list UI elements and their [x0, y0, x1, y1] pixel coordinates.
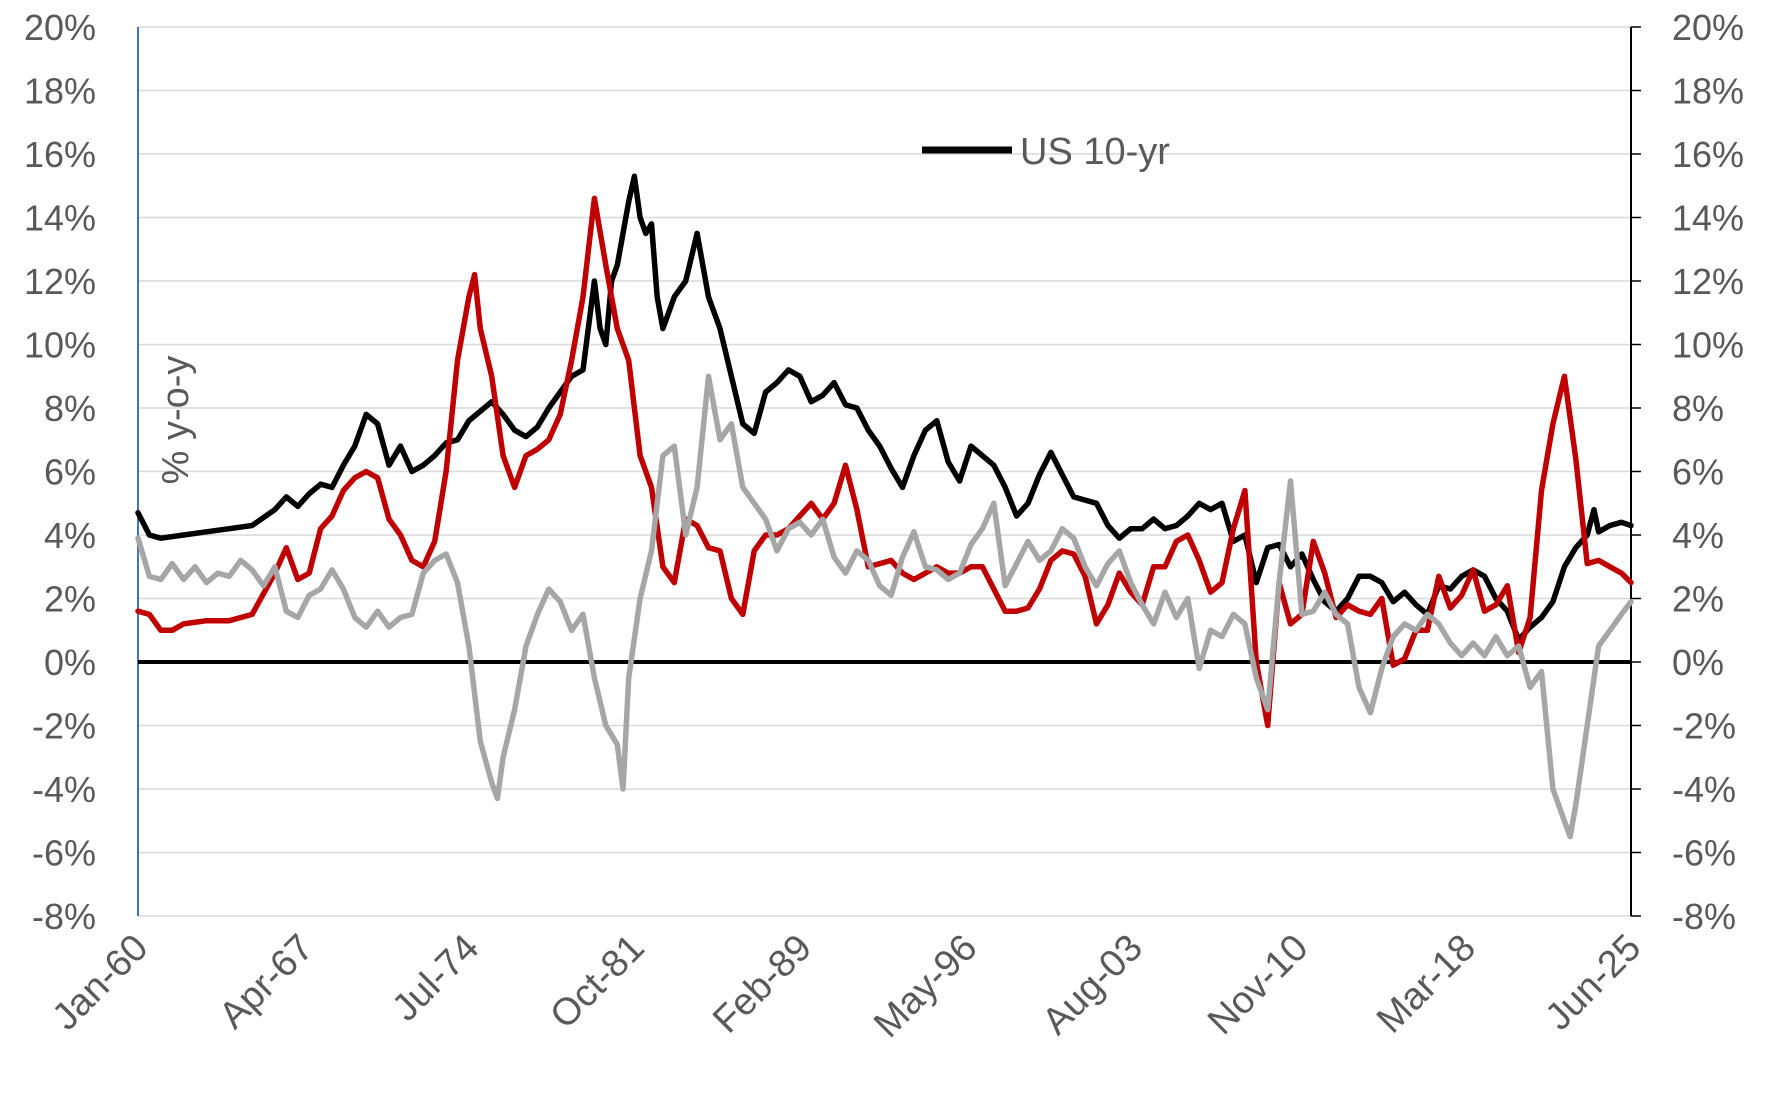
y-tick-label: 14% — [24, 198, 96, 239]
y2-tick-label: 8% — [1672, 388, 1724, 429]
y2-tick-label: 20% — [1672, 7, 1744, 48]
y-tick-label: -6% — [32, 833, 96, 874]
y-tick-label: -2% — [32, 706, 96, 747]
x-tick-label: Aug-03 — [1035, 927, 1151, 1043]
y-tick-label: 4% — [44, 515, 96, 556]
y2-tick-labels: -8% -6% -4% -2% 0% 2% 4% 6% 8% 10% 12% 14% 16% 18% 20% — [1672, 7, 1744, 937]
y2-tick-label: 18% — [1672, 71, 1744, 112]
x-tick-label: Apr-67 — [211, 927, 321, 1037]
y2-tick-label: 2% — [1672, 579, 1724, 620]
x-tick-label: Oct-81 — [542, 927, 652, 1037]
y-axis-label: % y-o-y — [155, 356, 197, 485]
series-line-us-10-yr — [135, 173, 1634, 643]
x-tick-label: Jan-60 — [44, 927, 156, 1039]
y2-tick-label: 0% — [1672, 642, 1724, 683]
y2-tick-label: 12% — [1672, 261, 1744, 302]
y2-tick-label: 4% — [1672, 515, 1724, 556]
x-tick-label: Nov-10 — [1200, 927, 1316, 1043]
y-tick-label: 10% — [24, 325, 96, 366]
y-tick-label: 18% — [24, 71, 96, 112]
x-tick-label: Jun-25 — [1537, 927, 1649, 1039]
y2-tick-label: 6% — [1672, 452, 1724, 493]
y2-tick-label: -4% — [1672, 769, 1736, 810]
x-tick-label: May-96 — [866, 927, 985, 1046]
legend: US 10-yr — [922, 131, 1170, 173]
y-tick-label: -8% — [32, 896, 96, 937]
y-tick-labels: -8% -6% -4% -2% 0% 2% 4% 6% 8% 10% 12% 14% 16% 18% 20% — [24, 7, 96, 937]
y2-tick-label: 14% — [1672, 198, 1744, 239]
y-tick-label: -4% — [32, 769, 96, 810]
x-tick-label: Feb-89 — [705, 927, 820, 1042]
y2-tick-label: -2% — [1672, 706, 1736, 747]
x-tick-label: Jul-74 — [384, 927, 487, 1030]
y2-tick-label: 16% — [1672, 134, 1744, 175]
x-tick-labels: Jan-60 Apr-67 Jul-74 Oct-81 Feb-89 May-96 Aug-… — [44, 927, 1649, 1046]
series-line-series-3 — [135, 373, 1634, 840]
y-tick-label: 0% — [44, 642, 96, 683]
x-tick-label: Mar-18 — [1369, 927, 1484, 1042]
y2-tick-label: -8% — [1672, 896, 1736, 937]
y-tick-label: 8% — [44, 388, 96, 429]
legend-label-us-10-yr: US 10-yr — [1020, 131, 1170, 173]
y-tick-label: 16% — [24, 134, 96, 175]
series-line-series-2 — [135, 195, 1634, 729]
y2-tick-label: -6% — [1672, 833, 1736, 874]
y-tick-label: 20% — [24, 7, 96, 48]
y-tick-label: 6% — [44, 452, 96, 493]
y-tick-label: 2% — [44, 579, 96, 620]
y-tick-label: 12% — [24, 261, 96, 302]
series-lines — [135, 173, 1634, 840]
grid-lines — [138, 26, 1631, 917]
y2-tick-label: 10% — [1672, 325, 1744, 366]
